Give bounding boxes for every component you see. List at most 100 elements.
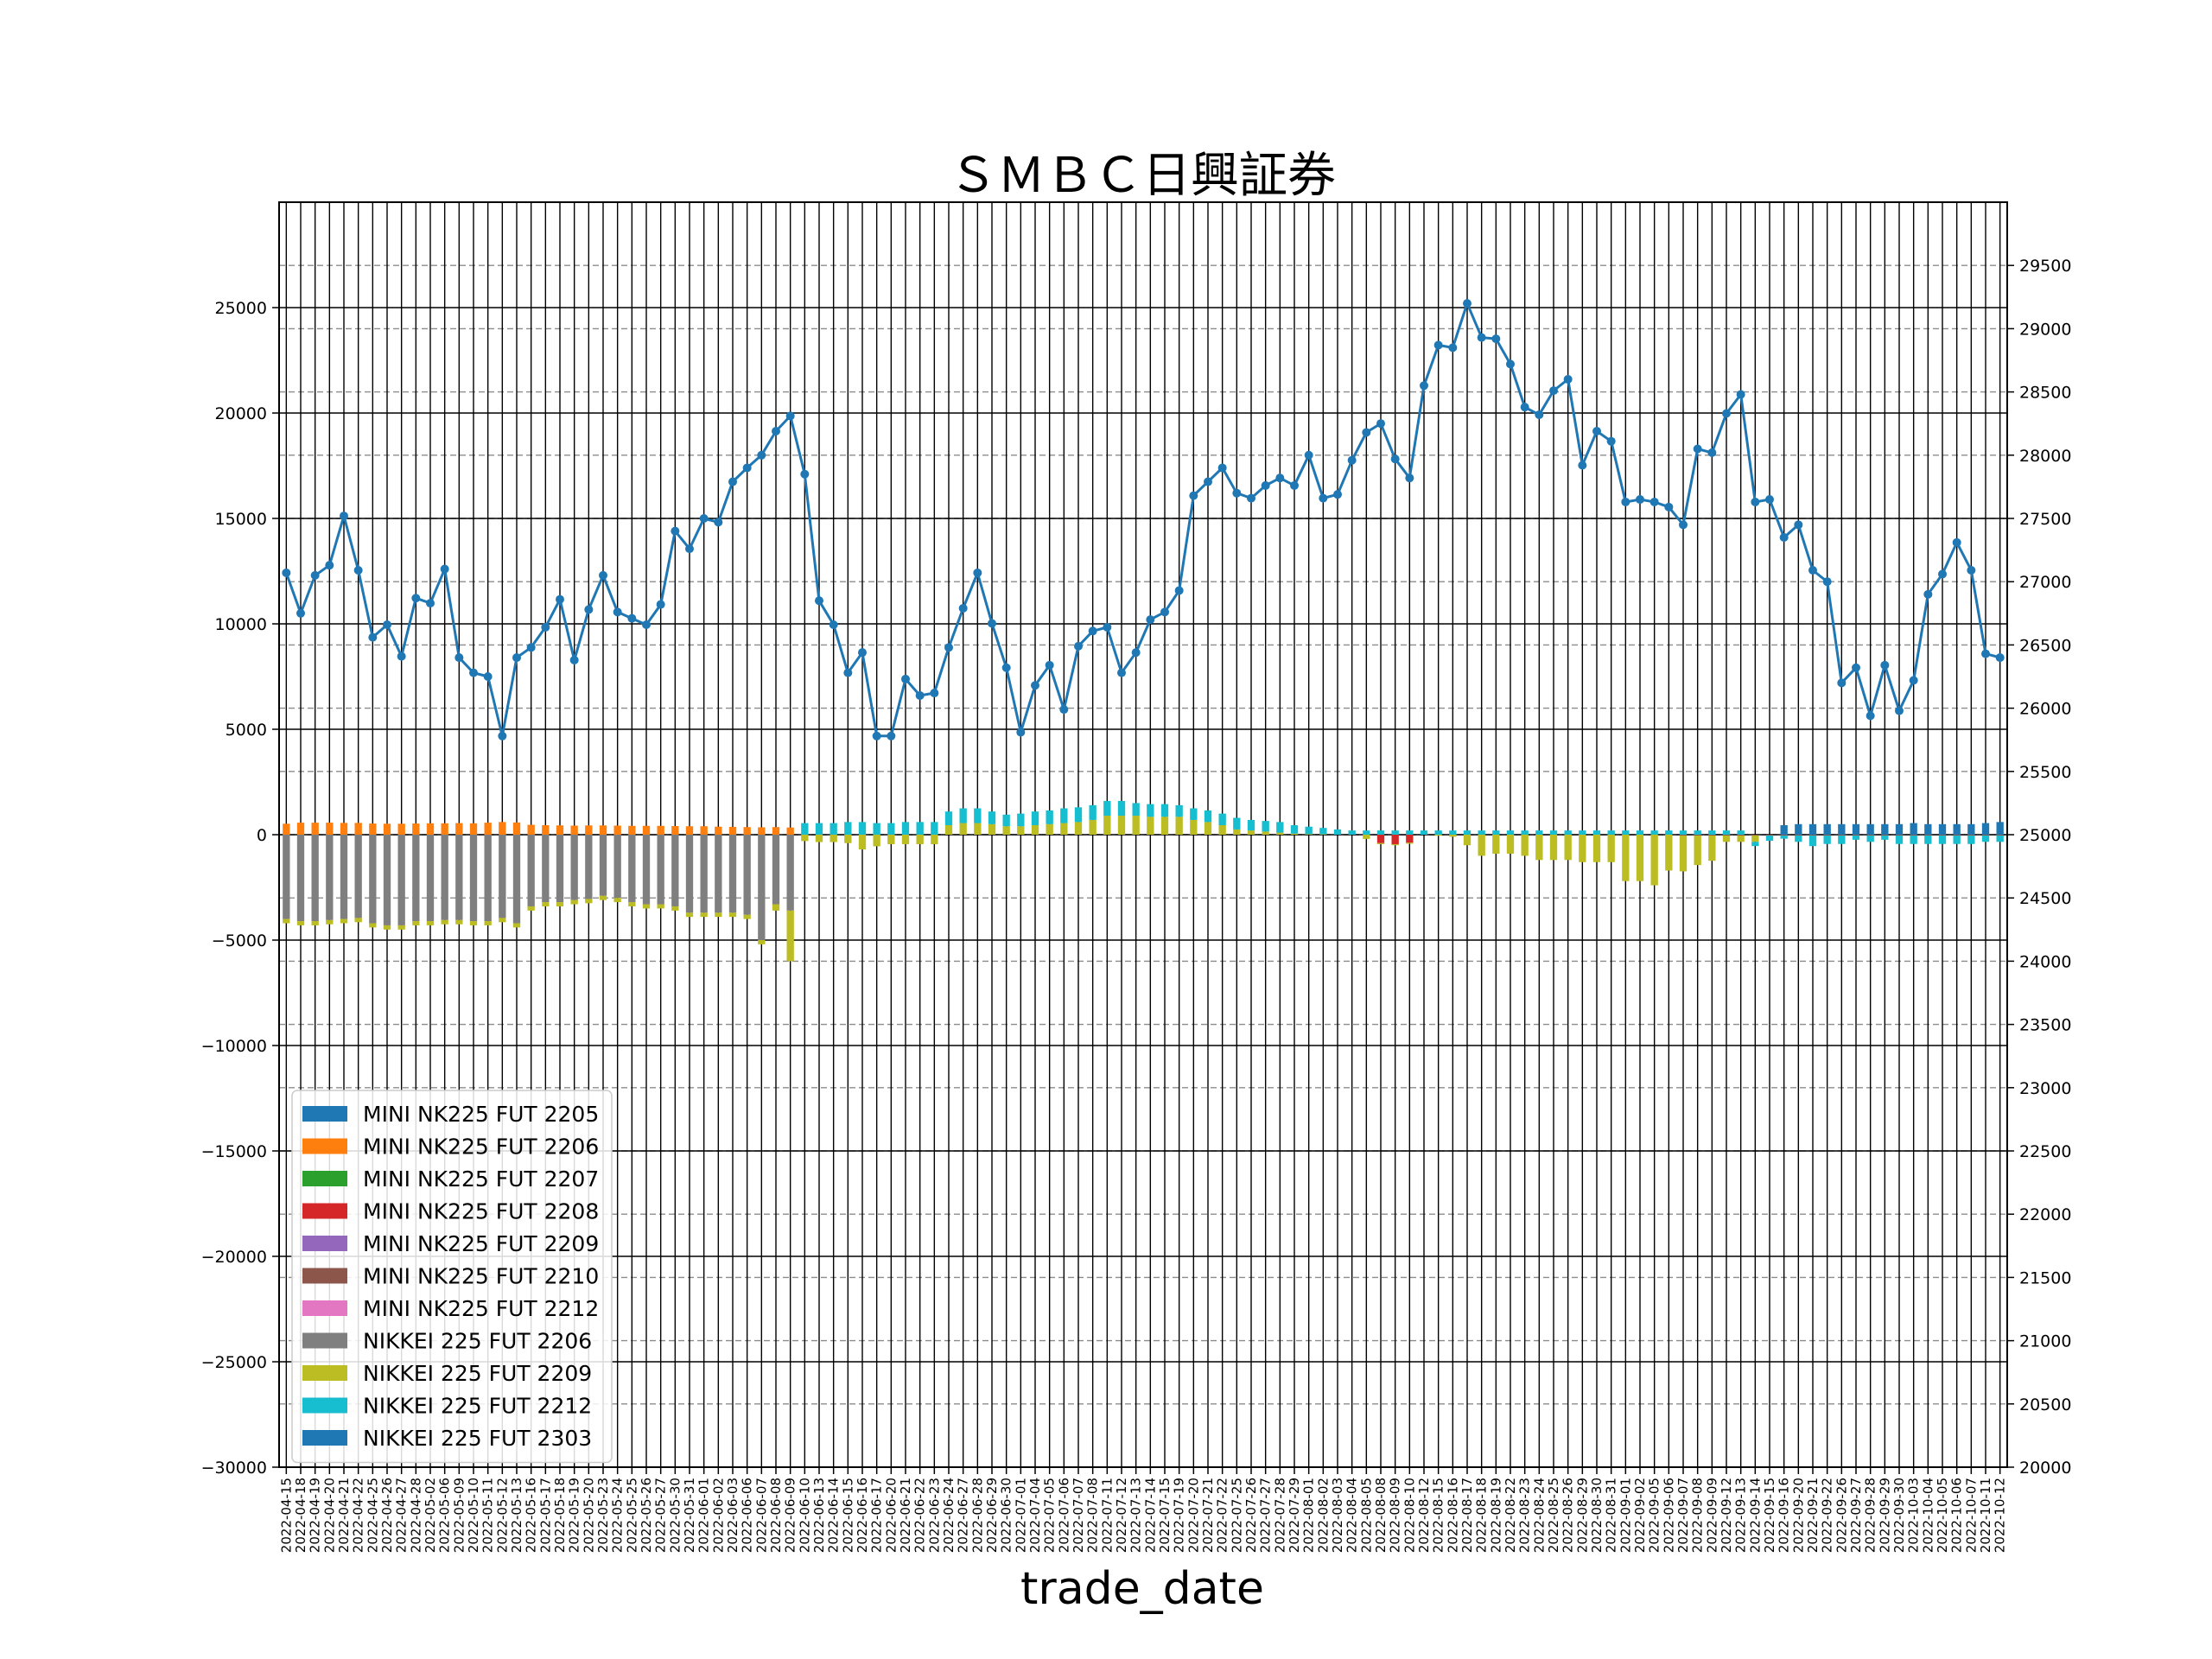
x-tick-label: 2022-07-07 [1071,1478,1086,1553]
bar [397,823,405,835]
x-tick-label: 2022-06-29 [984,1478,1000,1553]
x-tick-label: 2022-06-22 [912,1478,928,1553]
bar [758,835,766,940]
x-tick-label: 2022-10-03 [1906,1478,1922,1553]
price-point [728,477,737,486]
x-tick-label: 2022-05-30 [667,1478,683,1553]
bar [1276,832,1284,835]
x-tick-label: 2022-04-21 [336,1478,352,1553]
x-tick-label: 2022-07-19 [1172,1478,1187,1553]
bar [469,823,478,835]
price-point [541,622,550,632]
price-point [656,600,665,609]
x-tick-label: 2022-09-22 [1820,1478,1835,1553]
bar [383,835,391,925]
bar [873,835,880,847]
bar [657,825,664,835]
price-point [1909,676,1918,685]
right-tick-label: 21500 [2019,1268,2071,1287]
x-tick-label: 2022-06-13 [811,1478,827,1553]
bar [1708,835,1716,836]
bar [1406,835,1414,843]
x-tick-label: 2022-08-10 [1402,1478,1417,1553]
bar [1521,835,1529,856]
x-tick-label: 2022-07-29 [1287,1478,1302,1553]
x-tick-label: 2022-05-09 [451,1478,467,1553]
bar [1103,800,1111,817]
price-point [383,620,391,629]
price-point [1376,419,1385,429]
price-line-path [284,299,2001,738]
price-point [714,518,723,527]
price-point [1722,409,1731,418]
bar [1117,816,1126,835]
price-point [1765,495,1774,505]
bar [772,827,780,835]
price-point [1736,390,1745,399]
price-point [1463,299,1471,308]
bar [499,835,506,918]
right-tick-label: 20000 [2019,1459,2071,1478]
bar [801,823,809,835]
bar [830,823,837,835]
bar [1276,822,1284,833]
price-point [1981,649,1990,658]
bar [527,824,535,835]
bar [887,835,895,844]
bar [1953,823,1961,835]
bar [772,835,780,905]
bar [1175,804,1183,817]
x-tick-label: 2022-06-16 [855,1478,870,1553]
x-tick-label: 2022-07-27 [1258,1478,1274,1553]
bar [1391,835,1399,844]
price-point [944,643,953,652]
right-tick-label: 28000 [2019,447,2071,466]
bar [455,823,463,835]
price-line [282,299,2005,741]
bar [1996,835,2004,842]
price-point [1794,520,1803,530]
x-tick-label: 2022-09-05 [1647,1478,1662,1553]
bar [1636,830,1644,835]
price-point [757,450,766,460]
bar [527,835,535,906]
bar [484,835,492,922]
x-tick-label: 2022-09-01 [1618,1478,1633,1553]
bar [1938,835,1947,836]
bar [1391,830,1399,835]
price-point [1952,537,1961,547]
bar [1492,830,1500,835]
right-tick-label: 26500 [2019,636,2071,655]
price-point [1333,490,1342,499]
x-tick-label: 2022-09-07 [1675,1478,1691,1553]
price-point [1477,333,1486,342]
bar [1564,830,1572,835]
price-point [1606,436,1616,446]
x-tick-label: 2022-09-28 [1863,1478,1878,1553]
price-point [699,514,709,523]
bar [901,822,910,835]
bar [556,902,564,906]
x-tick-label: 2022-06-21 [898,1478,913,1553]
x-tick-label: 2022-09-15 [1762,1478,1777,1553]
price-point [1535,410,1544,419]
bar [916,822,924,835]
price-point [483,672,493,681]
price-point [569,655,579,664]
bar [613,898,621,903]
x-tick-label: 2022-05-12 [494,1478,510,1553]
bar [484,823,492,835]
legend-swatch [302,1397,347,1414]
chart-title: ＳＭＢＣ日興証券 [949,148,1336,204]
x-tick-label: 2022-09-16 [1777,1478,1792,1553]
bar [1406,842,1414,844]
price-point [1967,566,1976,575]
bar [613,835,621,899]
x-tick-label: 2022-08-22 [1503,1478,1518,1553]
x-tick-label: 2022-06-08 [768,1478,784,1553]
x-tick-label: 2022-05-02 [423,1478,438,1553]
bar [988,811,996,824]
x-tick-label: 2022-09-08 [1690,1478,1706,1553]
bar [1910,835,1917,836]
bar [1694,830,1701,835]
